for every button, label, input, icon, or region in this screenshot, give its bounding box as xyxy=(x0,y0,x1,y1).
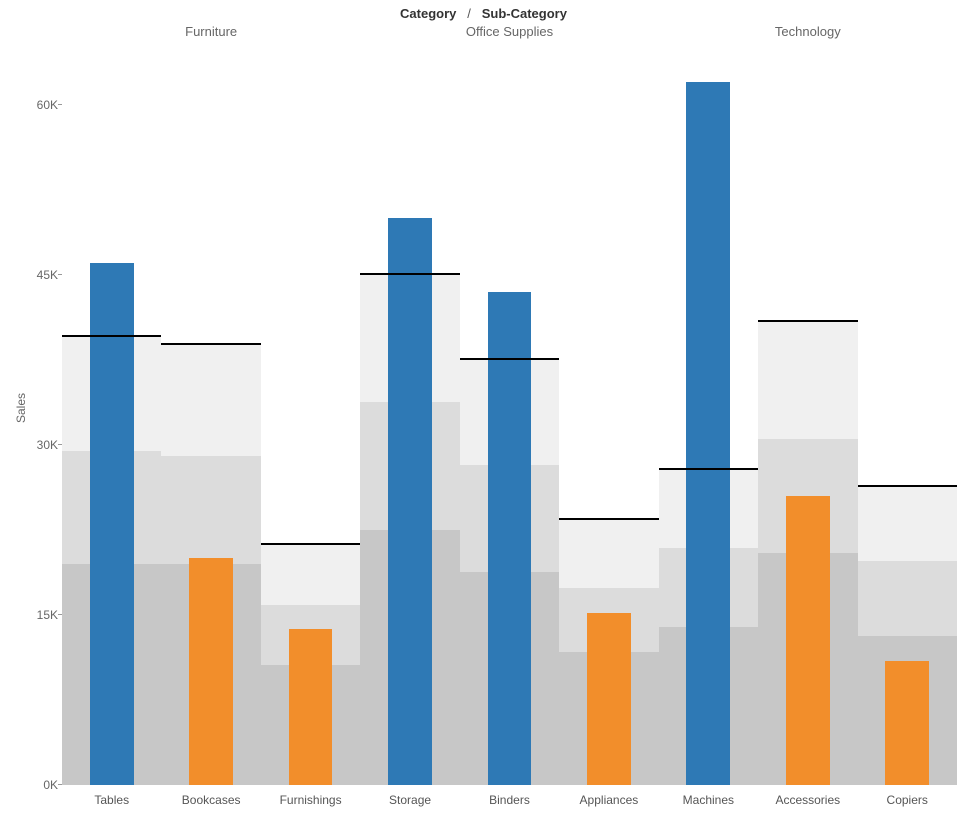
title-category: Category xyxy=(400,6,456,21)
category-label: Office Supplies xyxy=(360,24,658,42)
y-tick-mark xyxy=(58,104,62,105)
target-marker xyxy=(460,358,559,360)
value-bar xyxy=(90,263,134,785)
bar-group xyxy=(659,48,758,785)
y-tick-mark xyxy=(58,274,62,275)
value-bar xyxy=(189,558,233,785)
target-marker xyxy=(360,273,459,275)
plot-area: 0K15K30K45K60K xyxy=(62,48,957,785)
bar-group xyxy=(758,48,857,785)
target-marker xyxy=(261,543,360,545)
value-bar xyxy=(885,661,929,785)
bar-group xyxy=(360,48,459,785)
value-bar xyxy=(587,613,631,785)
target-marker xyxy=(758,320,857,322)
target-marker xyxy=(858,485,957,487)
x-axis-label: Appliances xyxy=(559,793,658,807)
bar-group xyxy=(858,48,957,785)
value-bar xyxy=(488,292,532,785)
y-tick-label: 30K xyxy=(18,438,58,452)
y-tick-label: 60K xyxy=(18,98,58,112)
y-tick-mark xyxy=(58,784,62,785)
y-tick-mark xyxy=(58,444,62,445)
chart-title: Category / Sub-Category xyxy=(0,6,967,21)
bar-group xyxy=(460,48,559,785)
bar-group xyxy=(62,48,161,785)
x-axis-label: Machines xyxy=(659,793,758,807)
value-bar xyxy=(289,629,333,785)
x-axis-label: Binders xyxy=(460,793,559,807)
y-tick-label: 15K xyxy=(18,608,58,622)
value-bar xyxy=(388,218,432,785)
bars-container xyxy=(62,48,957,785)
x-axis-label: Storage xyxy=(360,793,459,807)
value-bar xyxy=(786,496,830,785)
category-label: Furniture xyxy=(62,24,360,42)
target-marker xyxy=(659,468,758,470)
x-axis-label: Accessories xyxy=(758,793,857,807)
x-axis-label: Bookcases xyxy=(161,793,260,807)
x-axis-label: Furnishings xyxy=(261,793,360,807)
y-tick-mark xyxy=(58,614,62,615)
bar-group xyxy=(559,48,658,785)
category-label: Technology xyxy=(659,24,957,42)
y-tick-label: 0K xyxy=(18,778,58,792)
target-marker xyxy=(559,518,658,520)
value-bar xyxy=(686,82,730,785)
bullet-chart: Category / Sub-Category FurnitureOffice … xyxy=(0,0,967,815)
target-marker xyxy=(62,335,161,337)
bar-group xyxy=(261,48,360,785)
x-axis-label: Copiers xyxy=(858,793,957,807)
y-axis-label: Sales xyxy=(14,392,28,422)
x-axis-label: Tables xyxy=(62,793,161,807)
category-labels-row: FurnitureOffice SuppliesTechnology xyxy=(62,24,957,42)
x-axis-labels-row: TablesBookcasesFurnishingsStorageBinders… xyxy=(62,793,957,807)
title-subcategory: Sub-Category xyxy=(482,6,567,21)
bar-group xyxy=(161,48,260,785)
y-tick-label: 45K xyxy=(18,268,58,282)
title-sep: / xyxy=(460,6,478,21)
target-marker xyxy=(161,343,260,345)
